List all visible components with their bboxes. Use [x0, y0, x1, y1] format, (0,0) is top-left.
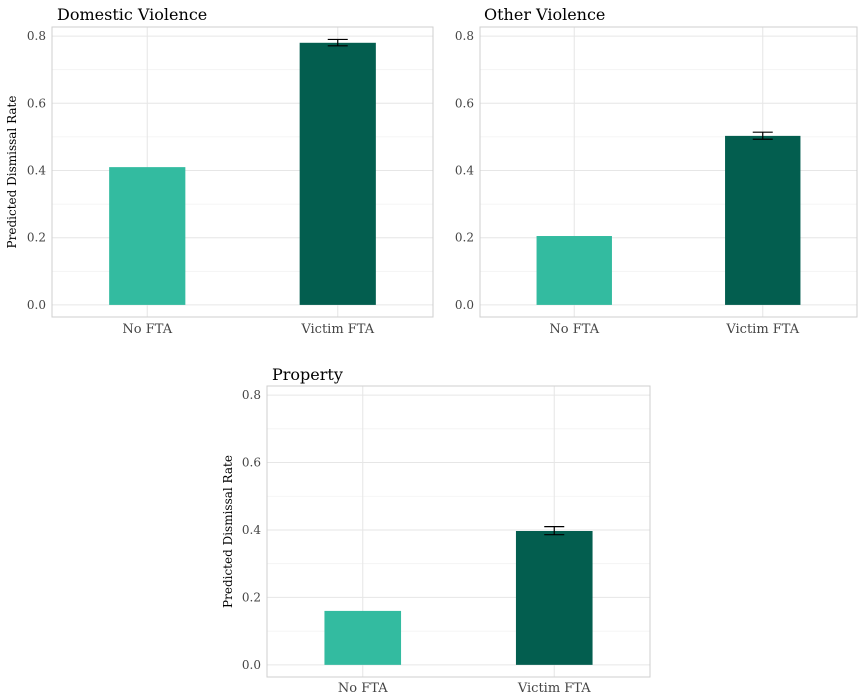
- x-tick-label: No FTA: [549, 322, 599, 337]
- y-tick-label: 0.0: [27, 298, 46, 312]
- plot-frame: [266, 385, 651, 678]
- y-tick-label: 0.6: [455, 96, 474, 110]
- y-axis-label: Predicted Dismissal Rate: [5, 96, 19, 249]
- bar-no-fta: [109, 167, 186, 305]
- y-tick-label: 0.8: [455, 29, 474, 43]
- x-tick-label: Victim FTA: [300, 322, 374, 337]
- y-tick-label: 0.4: [455, 163, 474, 177]
- panel-title: Other Violence: [484, 5, 605, 24]
- y-tick-label: 0.0: [455, 298, 474, 312]
- chart-panel-2: 0.0 0.2 0.4 0.6 0.8 No FTA Victim FTA Other Vio…: [455, 5, 858, 337]
- y-tick-label: 0.4: [27, 163, 46, 177]
- y-tick-label: 0.2: [27, 231, 46, 245]
- plot-frame: [51, 26, 434, 318]
- bar-victim-fta: [725, 135, 801, 305]
- y-tick-label: 0.8: [242, 388, 261, 402]
- plot-frame: [479, 26, 858, 318]
- panel-title: Domestic Violence: [57, 5, 207, 24]
- bar-no-fta: [324, 610, 402, 665]
- error-bar: [544, 526, 565, 536]
- y-tick-label: 0.6: [242, 456, 261, 470]
- x-tick-label: Victim FTA: [725, 322, 799, 337]
- x-tick-label: Victim FTA: [517, 681, 591, 696]
- y-tick-label: 0.4: [242, 523, 261, 537]
- error-bar: [327, 38, 348, 47]
- chart-panel-1: 0.0 0.2 0.4 0.6 0.8 No FTA Victim FTA Domestic …: [5, 5, 434, 337]
- chart-panel-3: 0.0 0.2 0.4 0.6 0.8 No FTA Victim FTA Property P…: [221, 365, 651, 696]
- x-tick-label: No FTA: [122, 322, 172, 337]
- y-tick-label: 0.2: [242, 590, 261, 604]
- y-tick-label: 0.2: [455, 231, 474, 245]
- y-tick-label: 0.0: [242, 658, 261, 672]
- bar-no-fta: [536, 236, 612, 305]
- y-axis-label: Predicted Dismissal Rate: [221, 455, 235, 608]
- bar-victim-fta: [515, 530, 593, 665]
- y-tick-label: 0.8: [27, 29, 46, 43]
- y-tick-label: 0.6: [27, 96, 46, 110]
- x-tick-label: No FTA: [338, 681, 388, 696]
- bar-victim-fta: [299, 42, 376, 305]
- panel-title: Property: [272, 365, 343, 384]
- error-bar: [752, 131, 773, 140]
